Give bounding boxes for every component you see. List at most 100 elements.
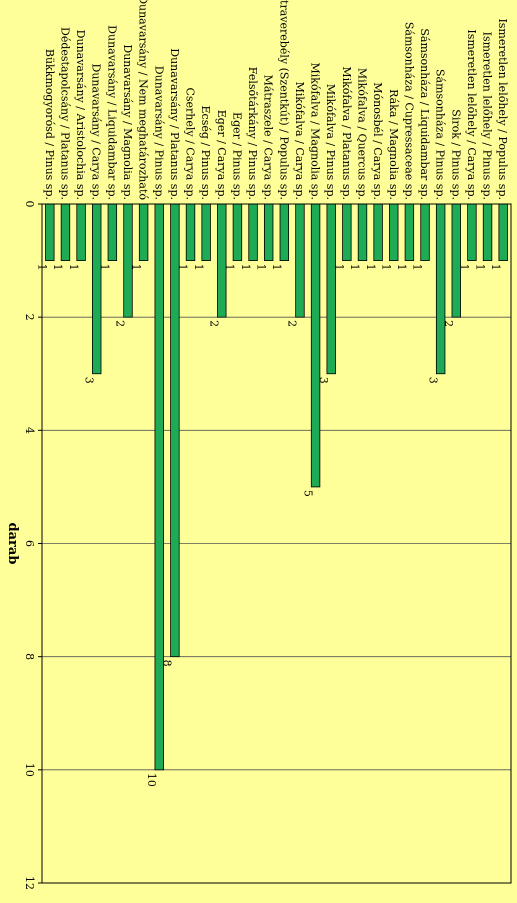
bar [310,203,321,488]
category-label: Dunavarsány / Magnolia sp. [121,44,134,200]
bar [201,203,211,261]
data-label: 1 [239,264,252,271]
tick-label: 6 [23,540,36,547]
category-label: Mátraverebély (Szentkút) / Populus sp. [277,0,290,200]
category-label: Felsőtárkány / Pinus sp. [246,67,259,200]
bars [45,203,508,771]
data-label: 1 [270,264,283,271]
data-label: 5 [301,490,314,497]
bar [92,203,102,375]
bar [342,203,352,261]
category-label: Eger / Pinus sp. [230,112,243,200]
data-label: 1 [192,264,205,271]
tick-label: 12 [23,876,36,890]
category-label: Mónosbél / Carya sp. [371,82,384,200]
bar [389,203,399,261]
bar [138,203,149,261]
tick-label: 10 [23,763,36,777]
data-label: 1 [333,264,346,271]
bar [45,203,55,261]
category-label: Mikófalva / Quercus sp. [355,68,368,200]
category-label: Dunavarsány / Liquidambar sp. [105,25,118,200]
bar [154,203,164,771]
bar [357,203,368,261]
axis-label: darab [5,523,20,565]
category-label: Dédestapolcsány / Platanus sp. [58,27,71,200]
bar [263,203,274,261]
bar [217,203,227,318]
category-label: Dunavarsány / Pinus sp. [152,66,165,200]
category-label: Ismeretlen lelőhely / Pinus sp. [481,32,494,200]
data-label: 1 [364,264,377,271]
category-label: Ismeretlen lelőhely / Populus sp. [496,18,509,200]
data-label: 1 [67,264,80,271]
bar [435,203,446,375]
data-label: 3 [82,377,95,384]
bar [326,203,336,375]
data-label: 10 [145,773,158,787]
bar [279,203,290,261]
category-label: Mátraszele / Carya sp. [262,75,275,200]
data-label: 2 [442,320,455,327]
data-label: 1 [489,264,502,271]
data-label: 8 [161,660,174,667]
bar [232,203,243,261]
bar [248,203,258,261]
data-label: 1 [36,264,49,271]
data-label: 1 [223,264,236,271]
category-label: Dunavarsány / Aristolochia sp. [74,30,87,200]
category-label: Ismeretlen lelőhely / Carya sp. [465,29,478,200]
bar [404,203,415,261]
bar [107,203,118,261]
data-label: 2 [286,320,299,327]
category-label: Eger / Carya sp. [215,110,228,200]
data-label: 1 [254,264,267,271]
category-label: Mikófalva / Platanus sp. [340,66,353,200]
data-label: 1 [176,264,189,271]
category-label: Sámsonháza / Liquidambar sp. [418,28,431,200]
category-label: Dunavarsány / Carya sp. [90,64,103,200]
category-label: Dunavarsány / Nem meghatározható [137,0,150,200]
category-label: Mikófalva / Pinus sp. [324,84,337,200]
data-label: 1 [473,264,486,271]
bar [482,203,493,261]
bar [420,203,430,261]
tick-label: 2 [23,314,36,321]
data-label: 3 [426,377,439,384]
data-label: 1 [129,264,142,271]
category-label: Sámsonháza / Cupressaceae sp. [402,22,415,200]
category-label: Dunavarsány / Platanus sp. [168,48,181,200]
bar [451,203,461,318]
tick-label: 4 [23,427,36,434]
data-label: 1 [395,264,408,271]
category-label: Mikófalva / Carya sp. [293,82,306,200]
bar [373,203,383,261]
data-label: 2 [207,320,220,327]
bar [185,203,196,261]
data-label: 1 [458,264,471,271]
tick-label: 0 [23,201,36,208]
plot-frame [41,203,512,884]
data-label: 2 [114,320,127,327]
bar [498,203,508,261]
bar [467,203,477,261]
category-label: Ecség / Pinus sp. [199,106,212,201]
bar [76,203,86,261]
data-label: 1 [411,264,424,271]
bar [295,203,305,318]
category-label: Rákа / Magnolia sp. [387,89,400,200]
data-label: 1 [51,264,64,271]
tick-label: 8 [23,653,36,660]
category-label: Mikófalva / Magnolia sp. [309,62,322,200]
category-label: Cserhely / Carya sp. [184,87,197,200]
bar [170,203,180,658]
bar [123,203,133,318]
data-label: 1 [98,264,111,271]
category-label: Bükkmogyorósd / Pinus sp. [43,49,56,200]
category-label: Sirok / Pinus sp. [449,109,462,200]
category-labels: Ismeretlen lelőhely / Populus sp.Ismeret… [43,0,509,200]
bar [60,203,71,261]
data-label: 3 [317,377,330,384]
